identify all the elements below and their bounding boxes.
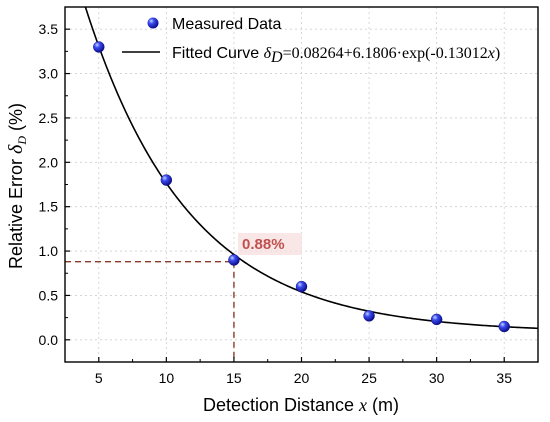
legend-label-fit: Fitted Curve δD=0.08264+6.1806·exp(-0.13… xyxy=(172,45,500,66)
data-point xyxy=(93,41,105,53)
y-axis-ticks: 0.0 0.5 1.0 1.5 2.0 2.5 3.0 3.5 xyxy=(39,6,70,363)
y-tick-label: 1.0 xyxy=(39,243,59,259)
y-tick-label: 3.0 xyxy=(39,66,59,82)
data-point xyxy=(160,174,173,186)
annotation-label: 0.88% xyxy=(242,236,285,253)
data-point xyxy=(363,310,375,322)
legend-marker-measured xyxy=(147,17,159,29)
data-point xyxy=(430,313,443,326)
y-tick-label: 2.5 xyxy=(39,110,59,126)
legend-label-measured: Measured Data xyxy=(172,16,281,33)
y-tick-label: 3.5 xyxy=(39,21,59,37)
x-tick-label: 35 xyxy=(496,370,512,386)
x-tick-label: 5 xyxy=(95,370,103,386)
data-point xyxy=(498,320,510,333)
y-tick-label: 0.0 xyxy=(39,332,59,348)
measured-points xyxy=(93,41,510,333)
x-axis-title: Detection Distance x (m) xyxy=(203,395,399,415)
data-point xyxy=(228,254,240,266)
x-axis-ticks: 5 10 15 20 25 30 35 xyxy=(64,357,539,386)
x-tick-label: 25 xyxy=(361,370,377,386)
annotation: 0.88% xyxy=(238,233,302,255)
y-tick-label: 1.5 xyxy=(39,199,59,215)
y-tick-label: 0.5 xyxy=(39,287,59,303)
x-tick-label: 15 xyxy=(226,370,242,386)
y-tick-label: 2.0 xyxy=(39,154,59,170)
annotation-guides xyxy=(65,261,235,362)
x-tick-label: 30 xyxy=(429,370,445,386)
x-tick-label: 10 xyxy=(159,370,175,386)
y-axis-title: Relative Error δD (%) xyxy=(5,103,29,269)
data-point xyxy=(295,280,308,293)
annotation-highlight xyxy=(238,233,302,255)
x-tick-label: 20 xyxy=(294,370,310,386)
legend: Measured Data Fitted Curve δD=0.08264+6.… xyxy=(122,16,500,66)
